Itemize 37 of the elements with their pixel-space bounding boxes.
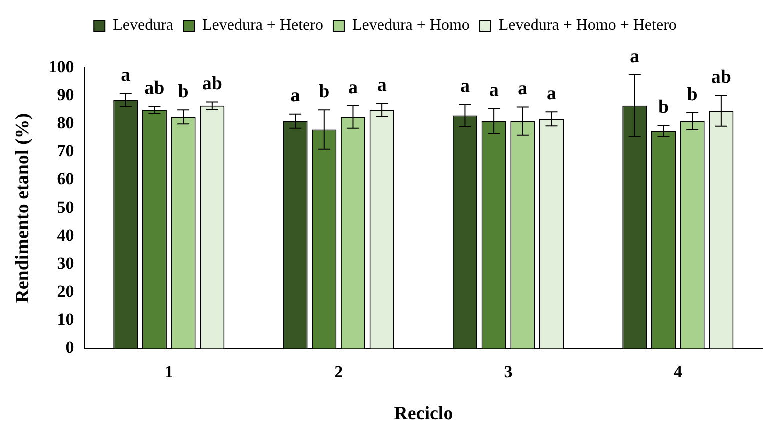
data-label: a [290, 86, 301, 107]
y-tick-label: 70 [57, 142, 74, 161]
y-axis-title: Rendimento etanol (%) [12, 113, 34, 304]
x-axis-title: Reciclo [394, 404, 454, 425]
y-tick-label: 30 [57, 254, 74, 273]
y-tick-label: 20 [57, 282, 74, 302]
legend-label: Levedura + Hetero [202, 17, 324, 34]
data-label: a [348, 77, 358, 98]
y-tick-label: 100 [48, 57, 74, 76]
data-label: a [121, 65, 132, 86]
data-label: a [630, 46, 640, 68]
legend-label: Levedura + Homo + Hetero [498, 17, 677, 34]
data-label: ab [202, 74, 222, 95]
x-tick-label: 2 [334, 362, 344, 382]
y-tick-label: 0 [66, 338, 74, 358]
y-tick-label: 60 [57, 170, 74, 189]
x-tick-label: 3 [504, 362, 513, 382]
data-label: b [658, 96, 670, 118]
data-label: b [178, 82, 189, 103]
data-label: ab [711, 66, 732, 88]
x-tick-label: 4 [674, 362, 683, 382]
data-label: a [460, 76, 470, 97]
y-tick-label: 40 [57, 226, 74, 245]
data-label: b [687, 84, 698, 106]
data-label: ab [144, 78, 165, 100]
data-label: a [547, 83, 558, 104]
data-label: a [518, 78, 528, 100]
y-tick-label: 90 [57, 85, 74, 104]
y-tick-label: 80 [57, 114, 74, 133]
legend-label: Levedura [113, 17, 174, 34]
data-label: a [489, 80, 500, 102]
y-tick-label: 50 [57, 198, 74, 217]
x-tick-label: 1 [164, 362, 174, 382]
data-label: a [377, 75, 388, 96]
legend-label: Levedura + Homo [352, 17, 470, 34]
y-tick-label: 10 [57, 310, 74, 330]
data-label: b [319, 82, 330, 103]
